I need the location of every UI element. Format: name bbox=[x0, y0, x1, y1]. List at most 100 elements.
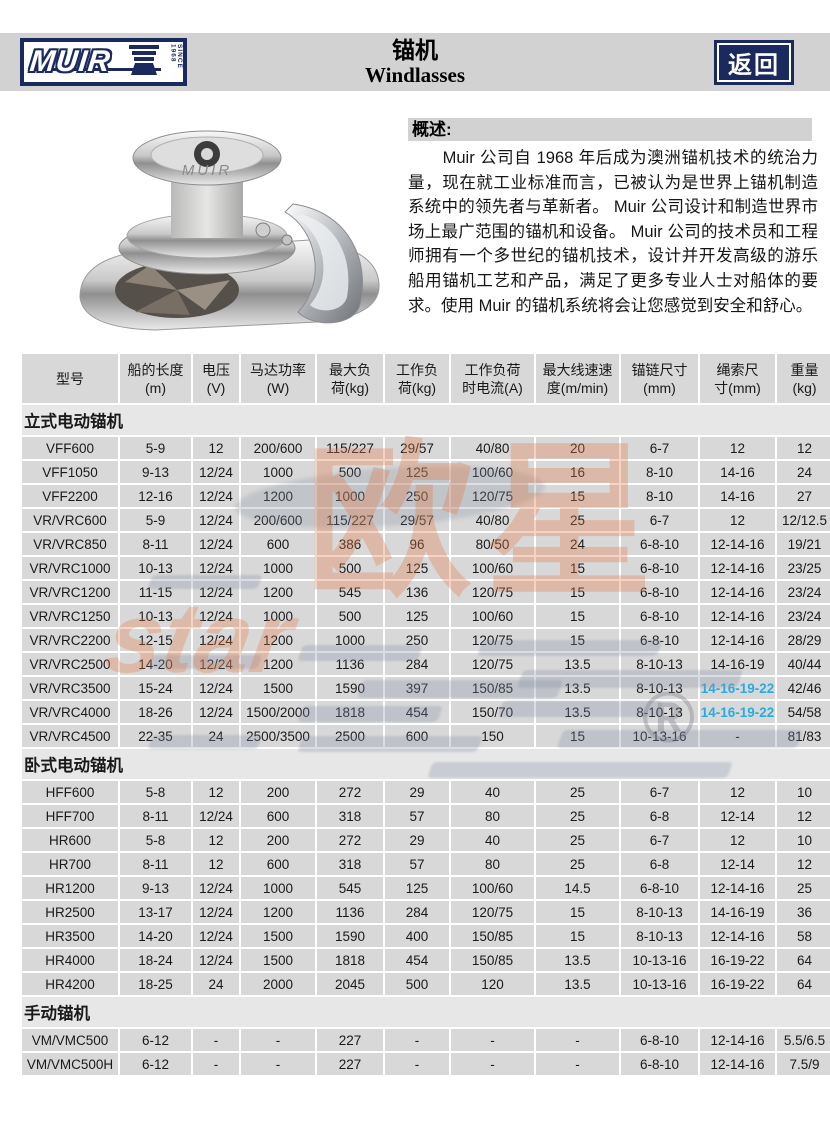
spec-cell: 25 bbox=[536, 805, 619, 827]
table-row: VFF2200 12-16 12/24 1200 1000 250 120/75 15 8-10… bbox=[22, 485, 830, 507]
spec-cell: 120/75 bbox=[451, 581, 534, 603]
spec-cell: 200 bbox=[241, 781, 315, 803]
spec-cell: 12-16 bbox=[120, 485, 191, 507]
spec-cell: 15 bbox=[536, 725, 619, 747]
spec-cell: 120/75 bbox=[451, 653, 534, 675]
spec-cell: 12/24 bbox=[193, 581, 239, 603]
model-cell: VR/VRC2200 bbox=[22, 629, 118, 651]
spec-cell: 5-9 bbox=[120, 509, 191, 531]
spec-cell: 15-24 bbox=[120, 677, 191, 699]
spec-cell: 10 bbox=[777, 781, 830, 803]
spec-cell: 14-16-19 bbox=[700, 653, 775, 675]
column-header: 锚链尺寸 (mm) bbox=[621, 354, 698, 403]
spec-cell: 18-24 bbox=[120, 949, 191, 971]
spec-cell: 1590 bbox=[317, 677, 383, 699]
muir-logo: MUIR SINCE 1968 bbox=[20, 38, 187, 86]
spec-cell: 2000 bbox=[241, 973, 315, 995]
spec-cell: 200 bbox=[241, 829, 315, 851]
table-row: HR2500 13-17 12/24 1200 1136 284 120/75 15 8-10-… bbox=[22, 901, 830, 923]
spec-cell: 58 bbox=[777, 925, 830, 947]
table-row: VR/VRC850 8-11 12/24 600 386 96 80/50 24 6-8-10 1… bbox=[22, 533, 830, 555]
spec-cell: 545 bbox=[317, 877, 383, 899]
spec-cell: 64 bbox=[777, 949, 830, 971]
spec-cell: 8-10-13 bbox=[621, 653, 698, 675]
spec-cell: 12/24 bbox=[193, 701, 239, 723]
table-row: HR600 5-8 12 200 272 29 40 25 6-7 12 10 bbox=[22, 829, 830, 851]
spec-cell: 12 bbox=[700, 781, 775, 803]
page-title-zh: 锚机 bbox=[392, 37, 438, 63]
spec-table: 型号 船的长度 (m) 电压 (V) 马达功率 (W) 最大负 荷(kg) 工作负 荷(kg) 工作负… bbox=[20, 352, 830, 1077]
spec-cell: 25 bbox=[536, 781, 619, 803]
spec-cell: 284 bbox=[385, 901, 449, 923]
spec-cell: 40/80 bbox=[451, 509, 534, 531]
spec-cell: - bbox=[451, 1053, 534, 1075]
spec-cell: 27 bbox=[777, 485, 830, 507]
table-row: HFF600 5-8 12 200 272 29 40 25 6-7 12 10 bbox=[22, 781, 830, 803]
spec-cell: 10-13-16 bbox=[621, 973, 698, 995]
spec-cell: 1200 bbox=[241, 629, 315, 651]
spec-table-wrap: 型号 船的长度 (m) 电压 (V) 马达功率 (W) 最大负 荷(kg) 工作负 荷(kg) 工作负… bbox=[20, 352, 830, 1077]
spec-cell: - bbox=[536, 1053, 619, 1075]
spec-cell: 1000 bbox=[241, 557, 315, 579]
spec-cell: 80/50 bbox=[451, 533, 534, 555]
spec-cell: - bbox=[241, 1053, 315, 1075]
spec-cell: - bbox=[193, 1029, 239, 1051]
spec-cell: 15 bbox=[536, 581, 619, 603]
table-row: VR/VRC3500 15-24 12/24 1500 1590 397 150/85 13.… bbox=[22, 677, 830, 699]
table-row: VFF600 5-9 12 200/600 115/227 29/57 40/80 20 6-7… bbox=[22, 437, 830, 459]
model-cell: VR/VRC600 bbox=[22, 509, 118, 531]
spec-cell: 12/24 bbox=[193, 557, 239, 579]
column-header: 绳索尺 寸(mm) bbox=[700, 354, 775, 403]
spec-cell: - bbox=[385, 1053, 449, 1075]
spec-cell: 2500/3500 bbox=[241, 725, 315, 747]
spec-cell: - bbox=[451, 1029, 534, 1051]
spec-cell: - bbox=[536, 1029, 619, 1051]
section-header-row: 手动锚机 bbox=[22, 997, 830, 1027]
spec-cell: 600 bbox=[385, 725, 449, 747]
spec-cell: 57 bbox=[385, 805, 449, 827]
spec-cell: 10-13-16 bbox=[621, 725, 698, 747]
spec-cell: 5-9 bbox=[120, 437, 191, 459]
spec-cell: - bbox=[241, 1029, 315, 1051]
spec-cell: 13-17 bbox=[120, 901, 191, 923]
spec-cell: 42/46 bbox=[777, 677, 830, 699]
spec-cell: 15 bbox=[536, 629, 619, 651]
spec-cell: 2045 bbox=[317, 973, 383, 995]
capstan-icon bbox=[125, 43, 163, 82]
spec-cell: 125 bbox=[385, 605, 449, 627]
logo-since-text: SINCE 1968 bbox=[169, 44, 184, 69]
spec-cell: 9-13 bbox=[120, 461, 191, 483]
spec-cell: 600 bbox=[241, 853, 315, 875]
spec-cell: 1000 bbox=[241, 605, 315, 627]
spec-cell: 454 bbox=[385, 701, 449, 723]
table-header-row: 型号 船的长度 (m) 电压 (V) 马达功率 (W) 最大负 荷(kg) 工作负 荷(kg) 工作负… bbox=[22, 354, 830, 403]
spec-cell: 1200 bbox=[241, 485, 315, 507]
table-row: HR4000 18-24 12/24 1500 1818 454 150/85 13.5 10-… bbox=[22, 949, 830, 971]
spec-cell: 6-8-10 bbox=[621, 581, 698, 603]
spec-cell: 24 bbox=[536, 533, 619, 555]
spec-cell: 250 bbox=[385, 629, 449, 651]
spec-cell: 6-8-10 bbox=[621, 533, 698, 555]
spec-cell: 36 bbox=[777, 901, 830, 923]
spec-cell: 15 bbox=[536, 901, 619, 923]
spec-cell: 6-7 bbox=[621, 509, 698, 531]
column-header: 型号 bbox=[22, 354, 118, 403]
back-button[interactable]: 返回 bbox=[714, 40, 794, 85]
spec-cell: 5.5/6.5 bbox=[777, 1029, 830, 1051]
spec-cell: 500 bbox=[317, 461, 383, 483]
spec-cell: 25 bbox=[536, 853, 619, 875]
spec-cell: 1136 bbox=[317, 653, 383, 675]
column-header: 马达功率 (W) bbox=[241, 354, 315, 403]
model-cell: HR600 bbox=[22, 829, 118, 851]
spec-cell: 120/75 bbox=[451, 901, 534, 923]
spec-cell: 6-12 bbox=[120, 1029, 191, 1051]
spec-cell: 8-10 bbox=[621, 461, 698, 483]
spec-cell: 64 bbox=[777, 973, 830, 995]
table-row: VR/VRC2500 14-20 12/24 1200 1136 284 120/75 13.… bbox=[22, 653, 830, 675]
logo-stripe bbox=[28, 68, 161, 71]
spec-cell: 1500/2000 bbox=[241, 701, 315, 723]
spec-cell: 12/24 bbox=[193, 461, 239, 483]
spec-cell: 12-14-16 bbox=[700, 533, 775, 555]
spec-cell: 13.5 bbox=[536, 701, 619, 723]
spec-cell: 150/85 bbox=[451, 677, 534, 699]
